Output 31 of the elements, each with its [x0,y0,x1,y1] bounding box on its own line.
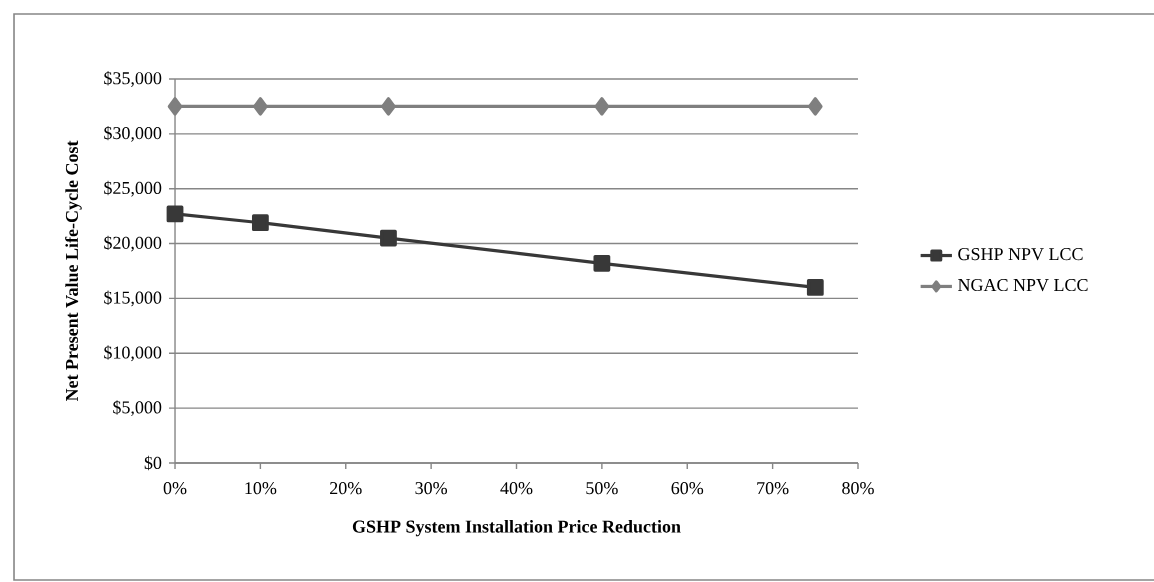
x-tick-label: 70% [757,482,789,495]
y-tick-label: $25,000 [104,180,162,197]
point [253,97,268,116]
y-axis-title: Net Present Value Life-Cycle Cost [65,140,82,402]
point [593,254,611,272]
point [381,97,396,116]
x-tick-label: 60% [671,482,704,495]
x-tick-label: 30% [415,482,448,495]
x-tick-label: 40% [500,482,533,495]
x-tick-label: 50% [586,482,618,495]
legend-label: NGAC NPV LCC [958,278,1088,292]
y-tick-label: $30,000 [104,125,162,142]
x-axis-title: GSHP System Installation Price Reduction [352,519,681,537]
y-tick-label: $10,000 [104,345,162,362]
x-tick-label: 20% [330,482,362,495]
x-tick-label: 10% [245,482,277,495]
point [167,97,183,116]
point [166,205,184,223]
y-tick-label: $15,000 [104,290,162,307]
point [251,214,269,232]
point [380,229,397,247]
point [808,97,823,116]
point [806,279,824,296]
x-tick-label: 80% [842,482,874,495]
point [594,97,610,116]
y-tick-label: $5,000 [113,400,162,417]
y-tick-label: $20,000 [104,235,162,252]
y-tick-label: $0 [144,455,162,471]
x-tick-label: 0% [163,482,187,495]
y-tick-label: $35,000 [104,71,162,87]
legend-label: GSHP NPV LCC [958,248,1083,261]
